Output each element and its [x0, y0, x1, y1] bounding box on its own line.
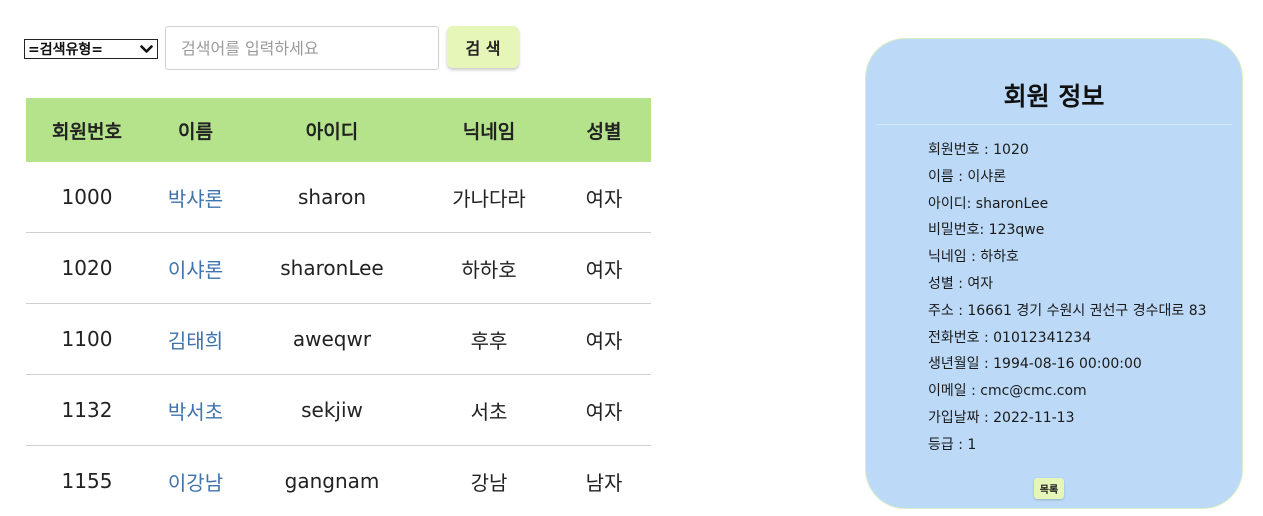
nickname-cell: 후후 — [421, 304, 557, 375]
nickname-cell: 가나다라 — [421, 162, 557, 233]
member-table: 회원번호 이름 아이디 닉네임 성별 1000 박샤론 sharon 가나다라 … — [26, 98, 651, 516]
info-grade: 등급 : 1 — [928, 432, 1207, 459]
info-join-date: 가입날짜 : 2022-11-13 — [928, 405, 1207, 432]
member-name-link[interactable]: 박서초 — [168, 400, 223, 424]
info-phone: 전화번호 : 01012341234 — [928, 325, 1207, 352]
user-id-cell: sharonLee — [243, 233, 421, 304]
table-header-row: 회원번호 이름 아이디 닉네임 성별 — [26, 98, 651, 162]
name-cell: 박샤론 — [148, 162, 243, 233]
table-row: 1155 이강남 gangnam 강남 남자 — [26, 446, 651, 516]
member-name-link[interactable]: 김태희 — [168, 329, 223, 353]
table-row: 1000 박샤론 sharon 가나다라 여자 — [26, 162, 651, 233]
info-gender: 성별 : 여자 — [928, 271, 1207, 298]
member-info-card: 회원 정보 회원번호 : 1020 이름 : 이샤론 아이디: sharonLe… — [865, 38, 1243, 509]
member-no-cell: 1100 — [26, 304, 148, 375]
info-nickname: 닉네임 : 하하호 — [928, 244, 1207, 271]
gender-cell: 여자 — [557, 162, 651, 233]
search-bar: =검색유형= 검 색 — [24, 26, 519, 70]
user-id-cell: gangnam — [243, 446, 421, 516]
table-row: 1020 이샤론 sharonLee 하하호 여자 — [26, 233, 651, 304]
name-cell: 이샤론 — [148, 233, 243, 304]
info-member-no: 회원번호 : 1020 — [928, 137, 1207, 164]
name-cell: 박서초 — [148, 375, 243, 446]
user-id-cell: sharon — [243, 162, 421, 233]
search-button[interactable]: 검 색 — [447, 26, 519, 68]
chevron-down-icon — [140, 45, 153, 54]
header-nickname: 닉네임 — [421, 98, 557, 162]
card-divider — [876, 124, 1232, 125]
member-info-list: 회원번호 : 1020 이름 : 이샤론 아이디: sharonLee 비밀번호… — [928, 137, 1207, 459]
header-member-no: 회원번호 — [26, 98, 148, 162]
list-button[interactable]: 목록 — [1034, 478, 1064, 499]
info-address: 주소 : 16661 경기 수원시 권선구 경수대로 83 — [928, 298, 1207, 325]
nickname-cell: 강남 — [421, 446, 557, 516]
member-no-cell: 1155 — [26, 446, 148, 516]
gender-cell: 여자 — [557, 304, 651, 375]
member-name-link[interactable]: 이강남 — [168, 471, 223, 495]
name-cell: 김태희 — [148, 304, 243, 375]
user-id-cell: aweqwr — [243, 304, 421, 375]
card-title: 회원 정보 — [866, 77, 1242, 113]
gender-cell: 여자 — [557, 233, 651, 304]
user-id-cell: sekjiw — [243, 375, 421, 446]
member-no-cell: 1020 — [26, 233, 148, 304]
member-name-link[interactable]: 이샤론 — [168, 258, 223, 282]
info-birthdate: 생년월일 : 1994-08-16 00:00:00 — [928, 351, 1207, 378]
name-cell: 이강남 — [148, 446, 243, 516]
member-name-link[interactable]: 박샤론 — [168, 187, 223, 211]
gender-cell: 남자 — [557, 446, 651, 516]
nickname-cell: 하하호 — [421, 233, 557, 304]
header-name: 이름 — [148, 98, 243, 162]
info-email: 이메일 : cmc@cmc.com — [928, 378, 1207, 405]
table-row: 1132 박서초 sekjiw 서초 여자 — [26, 375, 651, 446]
member-no-cell: 1000 — [26, 162, 148, 233]
info-name: 이름 : 이샤론 — [928, 164, 1207, 191]
info-user-id: 아이디: sharonLee — [928, 191, 1207, 218]
search-type-label: =검색유형= — [28, 39, 103, 59]
header-user-id: 아이디 — [243, 98, 421, 162]
search-type-select[interactable]: =검색유형= — [24, 39, 158, 59]
header-gender: 성별 — [557, 98, 651, 162]
search-input[interactable] — [165, 26, 439, 70]
table-row: 1100 김태희 aweqwr 후후 여자 — [26, 304, 651, 375]
gender-cell: 여자 — [557, 375, 651, 446]
member-no-cell: 1132 — [26, 375, 148, 446]
info-password: 비밀번호: 123qwe — [928, 217, 1207, 244]
nickname-cell: 서초 — [421, 375, 557, 446]
